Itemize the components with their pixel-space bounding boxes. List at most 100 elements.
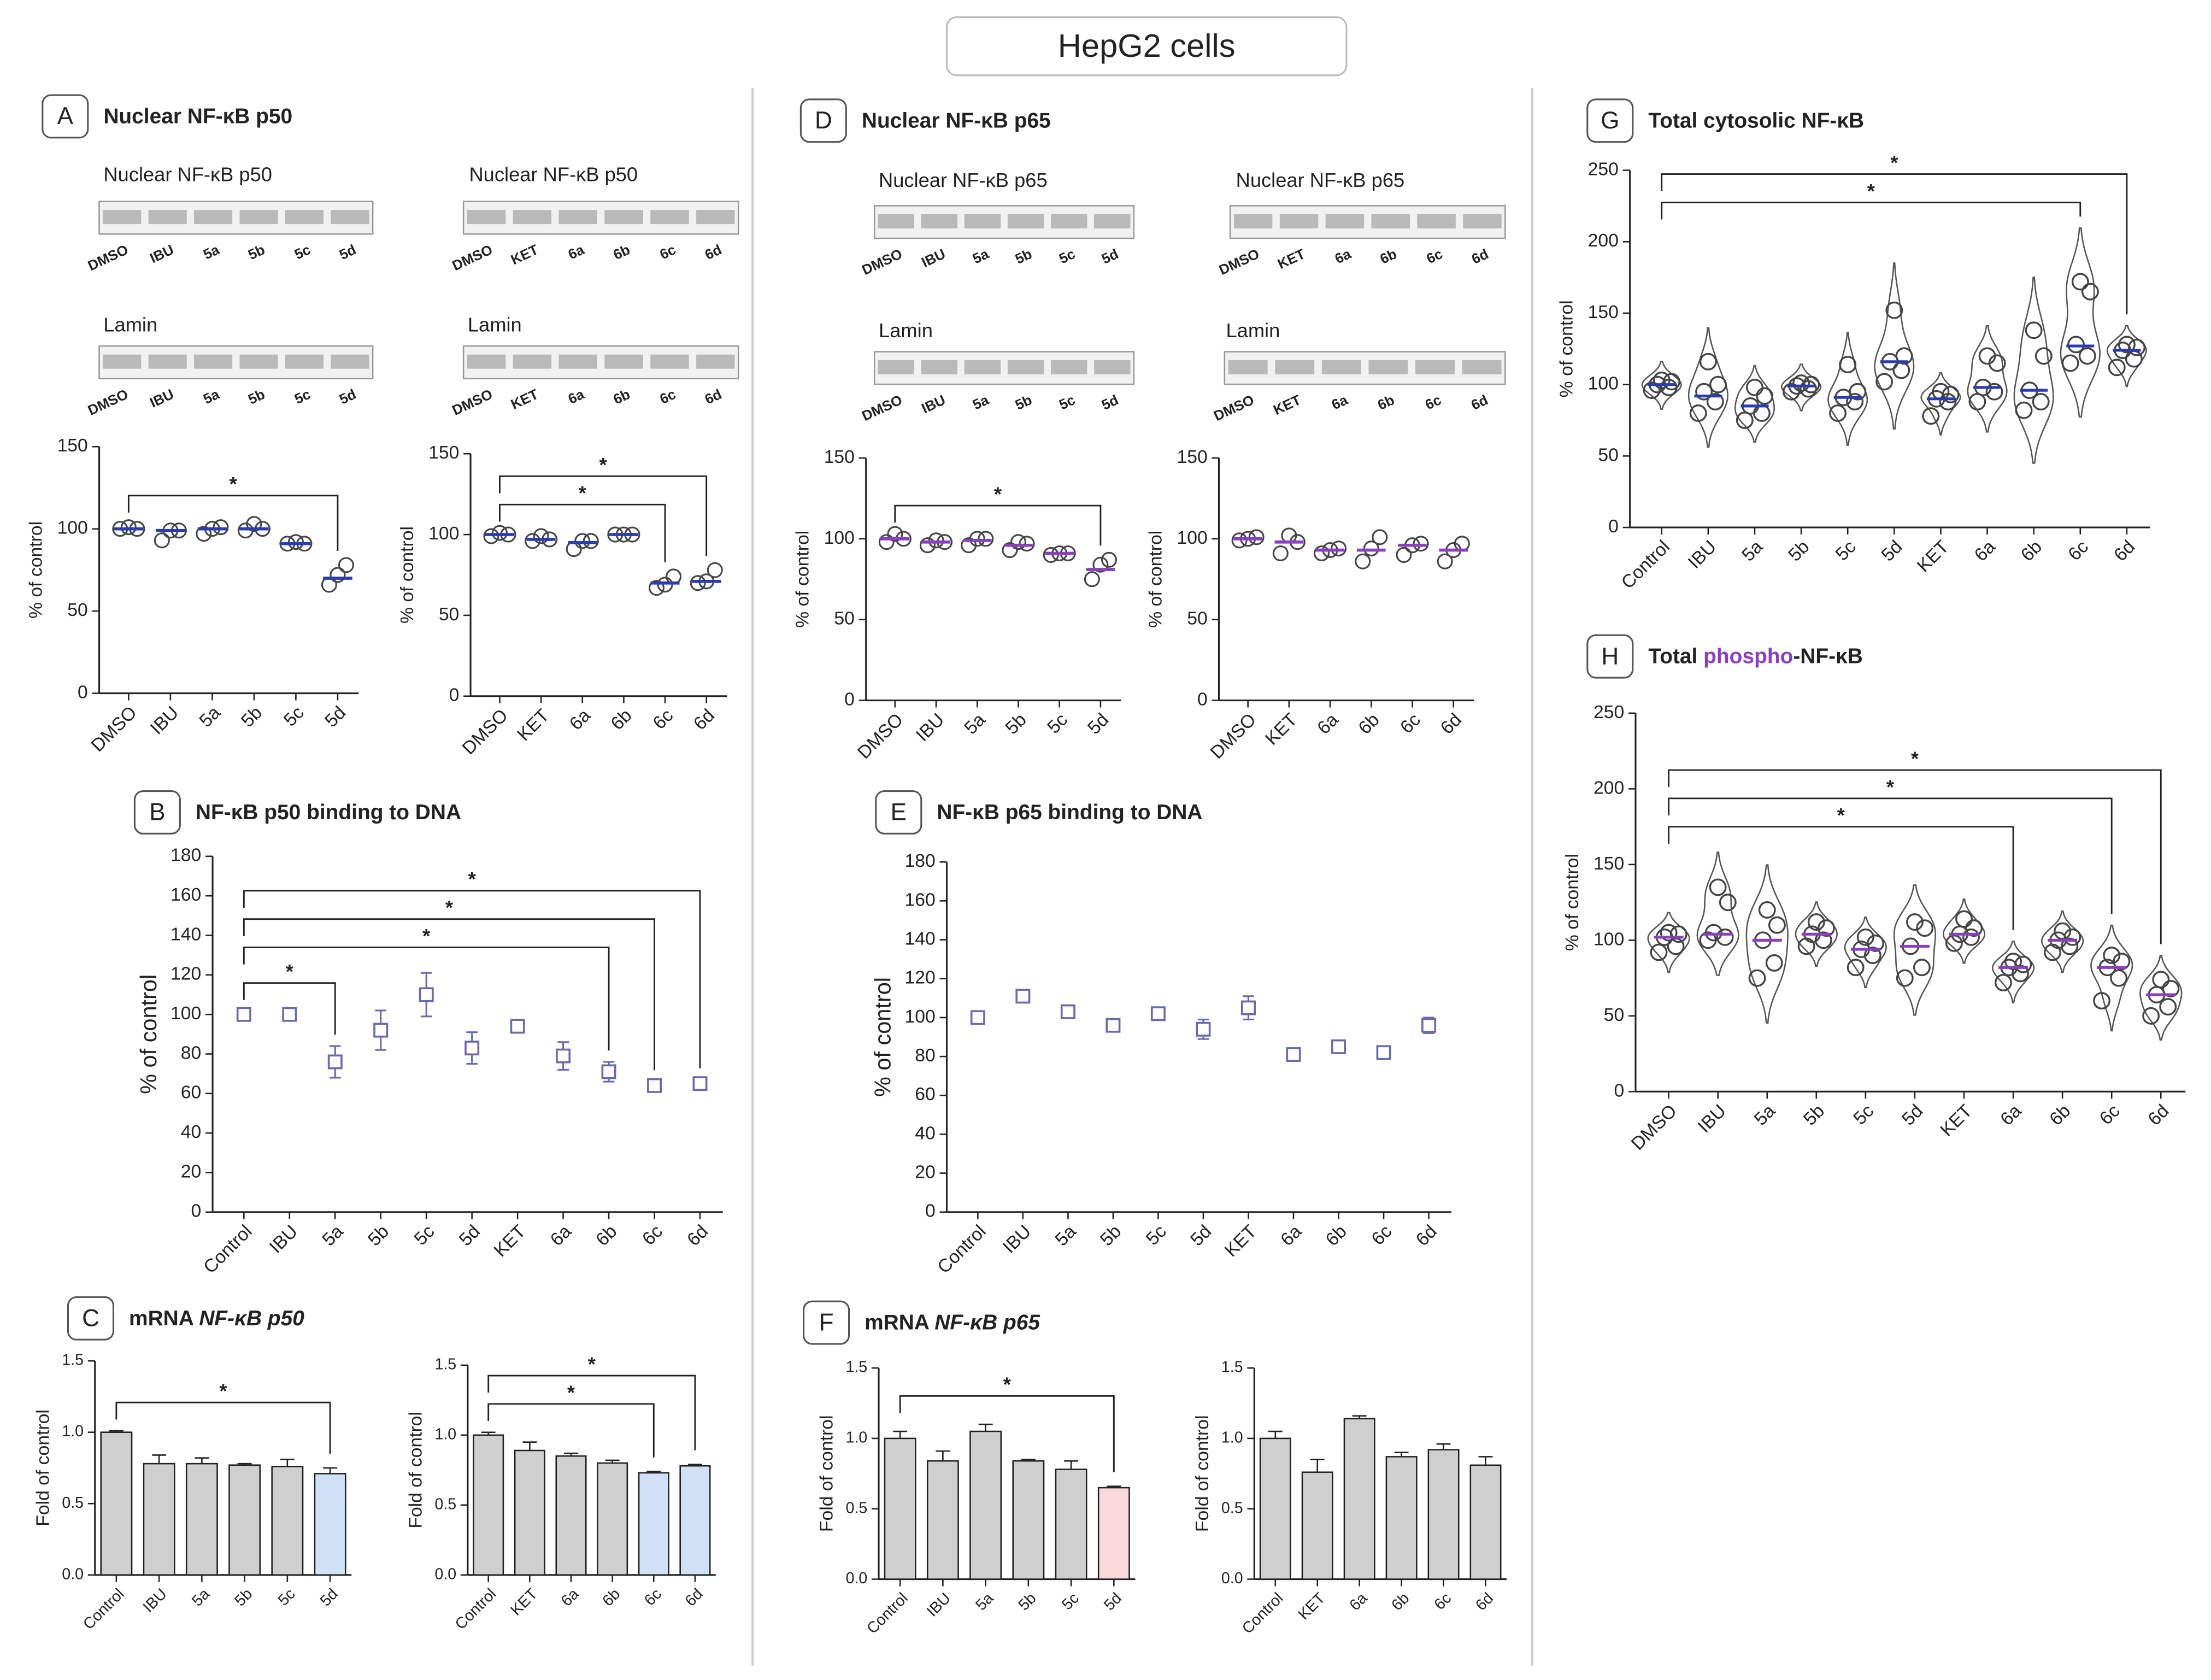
- x-tick-label: 5a: [1750, 1100, 1780, 1130]
- blot-band: [964, 214, 1001, 228]
- blot-strip: [1229, 205, 1506, 239]
- data-point: [2071, 273, 2089, 291]
- panel-letter-box: [803, 1300, 850, 1345]
- y-tick-label: 0.5: [434, 1495, 456, 1513]
- blot-label: Nuclear NF-κB p65: [879, 169, 1048, 191]
- y-axis-label: Fold of control: [816, 1415, 837, 1532]
- blot-band: [1325, 214, 1365, 228]
- violin: [1687, 327, 1728, 448]
- x-tick-label: DMSO: [87, 702, 140, 756]
- x-tick-label: 5b: [1001, 709, 1030, 738]
- data-point: [1643, 381, 1661, 400]
- data-point: [583, 533, 599, 549]
- x-tick-label: 5d: [1101, 1589, 1125, 1614]
- x-tick-label: 6c: [2095, 1101, 2124, 1129]
- blot-band: [1094, 360, 1131, 375]
- data-point: [2044, 943, 2061, 961]
- blot-lane-label: 6d: [1469, 246, 1491, 267]
- blot-band: [878, 360, 915, 375]
- panel-title-part: Nuclear NF-κB p50: [103, 105, 292, 128]
- panel-title-part: -NF-κB: [1793, 645, 1863, 668]
- data-point: [1906, 913, 1924, 931]
- x-tick-label: DMSO: [458, 705, 511, 759]
- blot-band: [1417, 214, 1456, 228]
- significance-label: *: [468, 868, 477, 890]
- y-tick-label: 160: [905, 889, 936, 910]
- data-point: [2108, 359, 2126, 377]
- data-point: [1376, 1045, 1391, 1060]
- data-point: [1807, 913, 1825, 931]
- bar: [1259, 1437, 1291, 1580]
- blot-lane-label: 6c: [657, 242, 678, 263]
- blot-lane-label: KET: [509, 387, 541, 413]
- blot-lane-label: KET: [1275, 246, 1308, 272]
- x-tick-label: 5d: [1877, 536, 1906, 565]
- data-point: [1797, 937, 1815, 955]
- blot-lane-label: 6c: [1424, 246, 1445, 267]
- data-point: [2014, 955, 2032, 973]
- data-point: [1847, 959, 1865, 977]
- data-point: [1768, 916, 1786, 934]
- x-tick-label: 5a: [1051, 1221, 1080, 1250]
- data-point: [1060, 1004, 1075, 1019]
- data-point: [338, 557, 355, 573]
- blot-band: [604, 210, 643, 225]
- x-tick-label: 6b: [1321, 1221, 1350, 1250]
- blot-lane-label: 6a: [1330, 392, 1350, 413]
- blot-strip: [462, 201, 739, 235]
- violin: [2013, 277, 2054, 464]
- data-point: [1002, 542, 1018, 559]
- y-axis-label: % of control: [792, 531, 813, 628]
- blot-band: [103, 354, 142, 369]
- data-point: [1272, 545, 1289, 561]
- data-point: [154, 532, 170, 549]
- y-tick-label: 200: [1593, 777, 1624, 798]
- blot-band: [285, 210, 324, 225]
- data-point: [1885, 301, 1903, 319]
- data-point: [1753, 404, 1771, 422]
- x-tick-label: 6b: [592, 1221, 621, 1250]
- blot-band: [239, 354, 278, 369]
- y-tick-label: 1.5: [846, 1359, 868, 1376]
- x-tick-label: 5c: [410, 1221, 438, 1249]
- blot-label: Nuclear NF-κB p50: [103, 163, 272, 185]
- y-tick-label: 100: [1177, 527, 1208, 548]
- y-tick-label: 40: [181, 1121, 202, 1142]
- x-tick-label: DMSO: [1627, 1101, 1681, 1154]
- data-point: [120, 519, 137, 536]
- bar: [271, 1466, 304, 1576]
- x-tick-label: 6b: [607, 705, 636, 734]
- data-point: [1660, 924, 1678, 942]
- error-bar: [1436, 1443, 1451, 1450]
- blot-band: [1094, 214, 1131, 228]
- data-point: [1650, 943, 1668, 961]
- x-tick-label: 6d: [690, 705, 719, 734]
- y-tick-label: 0.5: [62, 1494, 84, 1512]
- x-tick-label: 5b: [1800, 1101, 1828, 1130]
- x-tick-label: DMSO: [854, 709, 907, 763]
- panel-title-part: mRNA: [129, 1307, 199, 1330]
- panel-letter: G: [1601, 107, 1619, 134]
- x-tick-label: 5c: [1043, 709, 1072, 738]
- data-point: [213, 519, 229, 536]
- y-tick-label: 0.5: [846, 1499, 868, 1517]
- data-point: [1782, 383, 1800, 401]
- data-point: [236, 1007, 251, 1022]
- blot-band: [148, 354, 187, 369]
- panel-letter-box: [42, 94, 89, 139]
- x-tick-label: 6a: [566, 705, 595, 735]
- bar: [100, 1431, 133, 1576]
- bar: [1012, 1460, 1045, 1580]
- significance-bracket: [243, 982, 336, 1035]
- blot-lane-label: 5d: [337, 387, 358, 408]
- x-tick-label: IBU: [912, 709, 949, 746]
- data-point: [1875, 373, 1894, 391]
- panel-title: Total cytosolic NF-κB: [1648, 109, 1864, 133]
- blot-band: [1462, 360, 1502, 375]
- x-tick-label: 5d: [455, 1221, 484, 1250]
- x-tick-label: 5c: [1831, 536, 1860, 565]
- blot-label: Lamin: [879, 319, 933, 342]
- data-point: [1363, 541, 1379, 557]
- y-tick-label: 150: [824, 447, 855, 467]
- data-point: [321, 577, 337, 593]
